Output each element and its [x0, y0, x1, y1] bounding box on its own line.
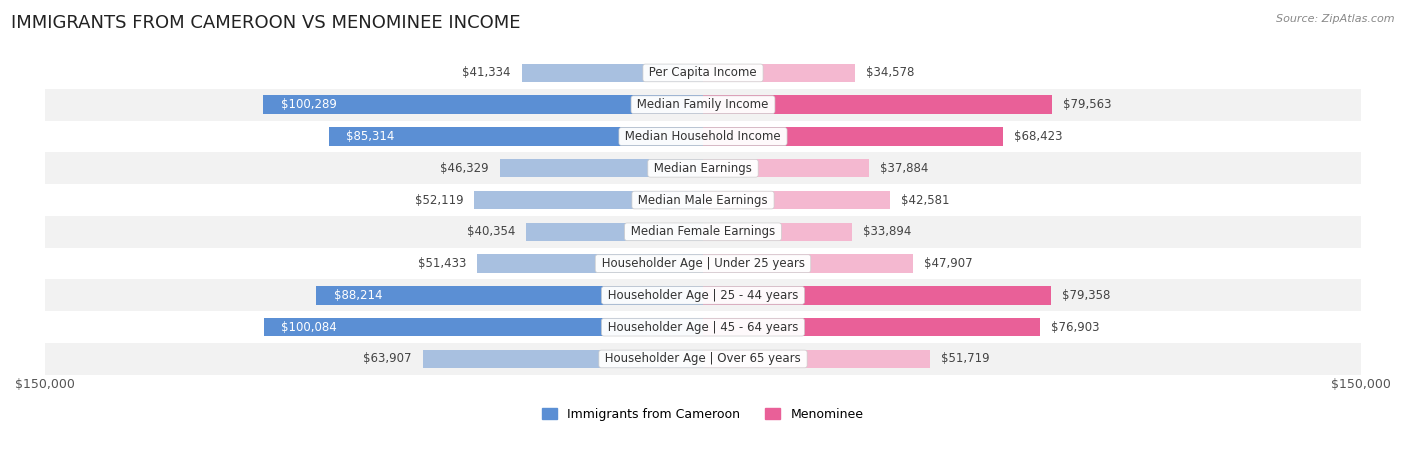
- Bar: [474, 191, 703, 209]
- Text: $68,423: $68,423: [1014, 130, 1063, 143]
- Text: Householder Age | Over 65 years: Householder Age | Over 65 years: [602, 353, 804, 366]
- Text: $63,907: $63,907: [363, 353, 412, 366]
- Bar: [45, 152, 1361, 184]
- Text: $79,358: $79,358: [1062, 289, 1111, 302]
- Text: $51,433: $51,433: [418, 257, 467, 270]
- Text: IMMIGRANTS FROM CAMEROON VS MENOMINEE INCOME: IMMIGRANTS FROM CAMEROON VS MENOMINEE IN…: [11, 14, 520, 32]
- Text: $47,907: $47,907: [924, 257, 973, 270]
- Bar: [423, 350, 703, 368]
- Bar: [703, 318, 1040, 336]
- Bar: [45, 248, 1361, 280]
- Text: Source: ZipAtlas.com: Source: ZipAtlas.com: [1277, 14, 1395, 24]
- Bar: [45, 89, 1361, 120]
- Text: $37,884: $37,884: [880, 162, 928, 175]
- Bar: [264, 318, 703, 336]
- Text: Median Household Income: Median Household Income: [621, 130, 785, 143]
- Bar: [703, 95, 1052, 114]
- Text: $41,334: $41,334: [463, 66, 510, 79]
- Bar: [45, 184, 1361, 216]
- Bar: [316, 286, 703, 304]
- Text: Median Earnings: Median Earnings: [650, 162, 756, 175]
- Text: $51,719: $51,719: [941, 353, 990, 366]
- Bar: [478, 255, 703, 273]
- Bar: [45, 280, 1361, 311]
- Text: $100,084: $100,084: [281, 321, 337, 334]
- Text: Median Family Income: Median Family Income: [634, 98, 772, 111]
- Text: $88,214: $88,214: [333, 289, 382, 302]
- Bar: [499, 159, 703, 177]
- Text: $42,581: $42,581: [901, 193, 949, 206]
- Bar: [703, 286, 1052, 304]
- Bar: [45, 120, 1361, 152]
- Bar: [522, 64, 703, 82]
- Bar: [703, 350, 929, 368]
- Bar: [329, 127, 703, 146]
- Text: $79,563: $79,563: [1063, 98, 1112, 111]
- Text: Median Female Earnings: Median Female Earnings: [627, 226, 779, 238]
- Text: Householder Age | Under 25 years: Householder Age | Under 25 years: [598, 257, 808, 270]
- Legend: Immigrants from Cameroon, Menominee: Immigrants from Cameroon, Menominee: [537, 403, 869, 426]
- Bar: [703, 127, 1002, 146]
- Bar: [526, 223, 703, 241]
- Text: Householder Age | 25 - 44 years: Householder Age | 25 - 44 years: [605, 289, 801, 302]
- Text: $40,354: $40,354: [467, 226, 515, 238]
- Bar: [703, 159, 869, 177]
- Bar: [703, 191, 890, 209]
- Bar: [45, 311, 1361, 343]
- Text: $33,894: $33,894: [863, 226, 911, 238]
- Text: Median Male Earnings: Median Male Earnings: [634, 193, 772, 206]
- Text: $46,329: $46,329: [440, 162, 489, 175]
- Text: $34,578: $34,578: [866, 66, 914, 79]
- Bar: [703, 64, 855, 82]
- Text: $85,314: $85,314: [346, 130, 395, 143]
- Bar: [45, 216, 1361, 248]
- Bar: [45, 343, 1361, 375]
- Text: Householder Age | 45 - 64 years: Householder Age | 45 - 64 years: [605, 321, 801, 334]
- Bar: [45, 57, 1361, 89]
- Text: $100,289: $100,289: [281, 98, 336, 111]
- Text: Per Capita Income: Per Capita Income: [645, 66, 761, 79]
- Text: $76,903: $76,903: [1052, 321, 1099, 334]
- Bar: [703, 255, 912, 273]
- Text: $52,119: $52,119: [415, 193, 464, 206]
- Bar: [703, 223, 852, 241]
- Bar: [263, 95, 703, 114]
